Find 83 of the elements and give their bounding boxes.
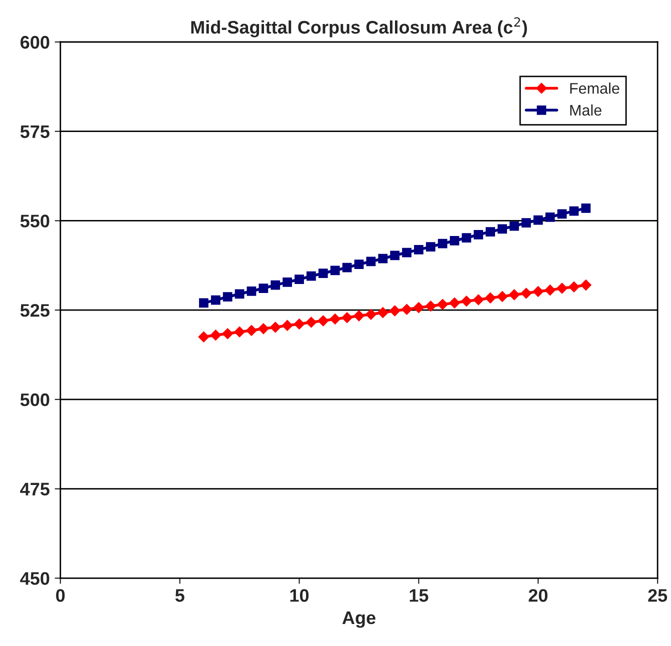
x-tick-label: 15 <box>410 589 428 602</box>
point <box>318 268 328 278</box>
point <box>306 316 317 328</box>
point <box>222 292 232 302</box>
y-tick-label: 500 <box>20 393 50 406</box>
point <box>330 266 340 276</box>
point <box>472 294 484 306</box>
point <box>366 256 376 266</box>
point <box>474 230 484 240</box>
point <box>508 289 520 300</box>
point <box>437 298 448 310</box>
chart-title: Mid-Sagittal Corpus Callosum Area (c$^{2}$) <box>191 17 527 38</box>
point <box>522 218 531 228</box>
point <box>557 209 567 219</box>
point <box>450 236 460 246</box>
point <box>270 322 281 333</box>
y-tick-label: 450 <box>20 572 50 585</box>
legend-label: Male <box>570 104 602 116</box>
point <box>545 212 555 222</box>
point <box>354 310 364 322</box>
x-tick-label: 10 <box>290 589 309 602</box>
point <box>198 331 210 342</box>
point <box>282 278 292 287</box>
x-axis-title: Age <box>342 612 376 628</box>
point <box>210 295 220 305</box>
legend-label: Female <box>570 82 620 94</box>
point <box>354 260 364 270</box>
point <box>318 315 329 326</box>
point <box>246 325 257 336</box>
point <box>342 262 352 272</box>
point <box>510 221 519 231</box>
point <box>438 238 448 248</box>
point <box>282 320 293 331</box>
point <box>544 284 556 296</box>
point <box>556 282 568 294</box>
point <box>389 305 400 316</box>
x-tick-label: 5 <box>175 589 184 602</box>
point <box>449 298 460 308</box>
point <box>390 250 400 260</box>
y-tick-label: 550 <box>20 214 50 228</box>
x-tick-label: 20 <box>528 589 548 602</box>
point <box>342 312 352 324</box>
point <box>306 271 316 281</box>
x-tick-label: 25 <box>648 589 668 602</box>
point <box>330 314 341 324</box>
point <box>378 254 388 264</box>
x-tick-label: 0 <box>56 589 65 602</box>
point <box>402 248 412 258</box>
point <box>234 289 244 299</box>
point <box>294 318 305 330</box>
point <box>461 296 472 307</box>
point <box>234 326 245 338</box>
point <box>377 307 388 318</box>
point <box>580 280 592 290</box>
point <box>258 284 268 293</box>
point <box>294 274 304 284</box>
point <box>426 242 436 252</box>
point <box>520 288 532 299</box>
point <box>222 328 234 340</box>
point <box>414 244 424 254</box>
point <box>246 286 256 296</box>
point <box>498 224 507 234</box>
point <box>199 298 208 308</box>
point <box>401 304 412 315</box>
y-tick-label: 525 <box>20 304 50 317</box>
point <box>258 323 269 334</box>
point <box>533 215 543 225</box>
point <box>413 302 424 314</box>
y-tick-label: 475 <box>20 482 50 496</box>
point <box>568 281 580 292</box>
point <box>462 233 472 243</box>
point <box>366 308 376 320</box>
y-tick-label: 575 <box>20 125 50 138</box>
point <box>569 206 579 216</box>
point <box>425 300 436 312</box>
point <box>484 292 496 304</box>
point <box>581 204 591 213</box>
point <box>210 330 222 341</box>
point <box>270 280 280 290</box>
point <box>496 291 508 302</box>
y-tick-label: 600 <box>20 36 50 49</box>
point <box>486 227 496 236</box>
point <box>532 286 544 297</box>
